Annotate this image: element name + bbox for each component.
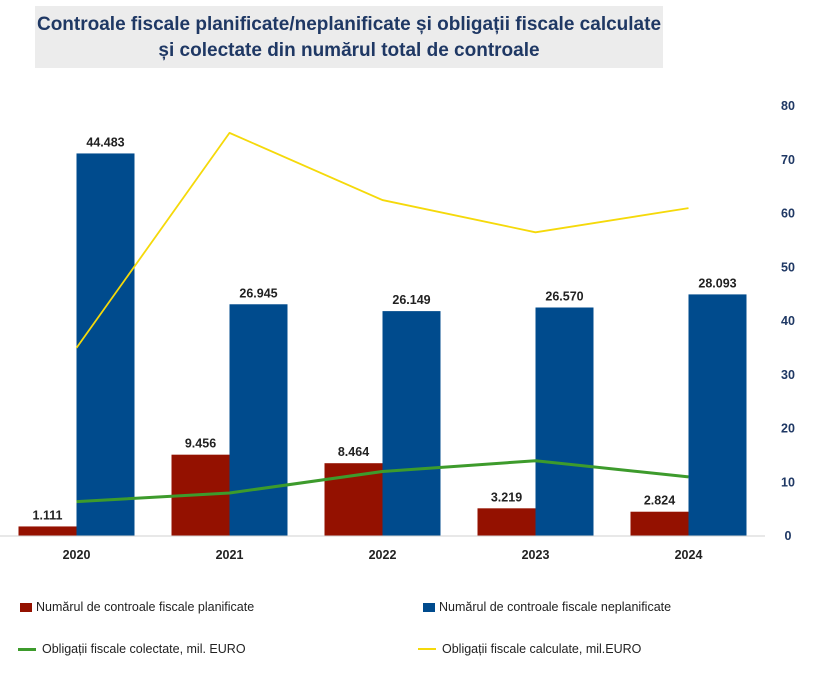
data-label-unplanned-2024: 28.093 <box>698 276 736 290</box>
data-label-unplanned-2021: 26.945 <box>239 286 277 300</box>
data-label-planned-2023: 3.219 <box>491 490 522 504</box>
legend-calculated: Obligații fiscale calculate, mil.EURO <box>418 642 641 656</box>
chart-title-box: Controale fiscale planificate/neplanific… <box>35 6 663 68</box>
y-right-tick-20: 20 <box>781 422 795 436</box>
data-label-planned-2024: 2.824 <box>644 494 675 508</box>
y-right-tick-40: 40 <box>781 314 795 328</box>
bar-unplanned-2022 <box>382 311 441 536</box>
y-right-tick-0: 0 <box>785 529 792 543</box>
legend-calculated-swatch <box>418 648 436 650</box>
legend-unplanned-swatch <box>423 602 435 612</box>
x-tick-label-2021: 2021 <box>216 548 244 562</box>
bar-planned-2024 <box>630 511 689 536</box>
legend-collected-label: Obligații fiscale colectate, mil. EURO <box>42 642 246 656</box>
data-label-unplanned-2022: 26.149 <box>392 293 430 307</box>
legend-unplanned-label: Numărul de controale fiscale neplanifica… <box>439 600 672 614</box>
bar-unplanned-2021 <box>229 304 288 536</box>
bar-unplanned-2024 <box>688 294 747 536</box>
x-tick-label-2022: 2022 <box>369 548 397 562</box>
legend-planned-label: Numărul de controale fiscale planificate <box>36 600 255 614</box>
data-label-unplanned-2023: 26.570 <box>545 289 583 303</box>
x-tick-label-2024: 2024 <box>675 548 703 562</box>
legend-calculated-label: Obligații fiscale calculate, mil.EURO <box>442 642 642 656</box>
y-right-tick-50: 50 <box>781 260 795 274</box>
data-label-planned-2022: 8.464 <box>338 445 369 459</box>
legend-unplanned: Numărul de controale fiscale neplanifica… <box>423 600 671 614</box>
bar-planned-2023 <box>477 508 536 536</box>
bar-planned-2020 <box>18 526 77 536</box>
x-tick-label-2020: 2020 <box>63 548 91 562</box>
bar-unplanned-2020 <box>76 153 135 536</box>
chart-title-line-1: Controale fiscale planificate/neplanific… <box>36 14 662 35</box>
y-right-tick-60: 60 <box>781 207 795 221</box>
y-right-tick-30: 30 <box>781 368 795 382</box>
legend-collected: Obligații fiscale colectate, mil. EURO <box>18 642 246 656</box>
legend-collected-swatch <box>18 647 36 651</box>
data-label-planned-2020: 1.111 <box>33 508 63 522</box>
line-collected <box>76 459 689 504</box>
chart-title-line-2: și colectate din numărul total de contro… <box>158 40 540 61</box>
y-right-tick-10: 10 <box>781 475 795 489</box>
x-tick-label-2023: 2023 <box>522 548 550 562</box>
bar-unplanned-2023 <box>535 307 594 536</box>
line-calculated <box>75 131 689 349</box>
y-right-tick-70: 70 <box>781 153 795 167</box>
data-label-planned-2021: 9.456 <box>185 437 216 451</box>
y-right-tick-80: 80 <box>781 99 795 113</box>
data-label-unplanned-2020: 44.483 <box>86 135 124 149</box>
legend-planned-swatch <box>20 602 32 612</box>
legend-planned: Numărul de controale fiscale planificate <box>20 600 254 614</box>
